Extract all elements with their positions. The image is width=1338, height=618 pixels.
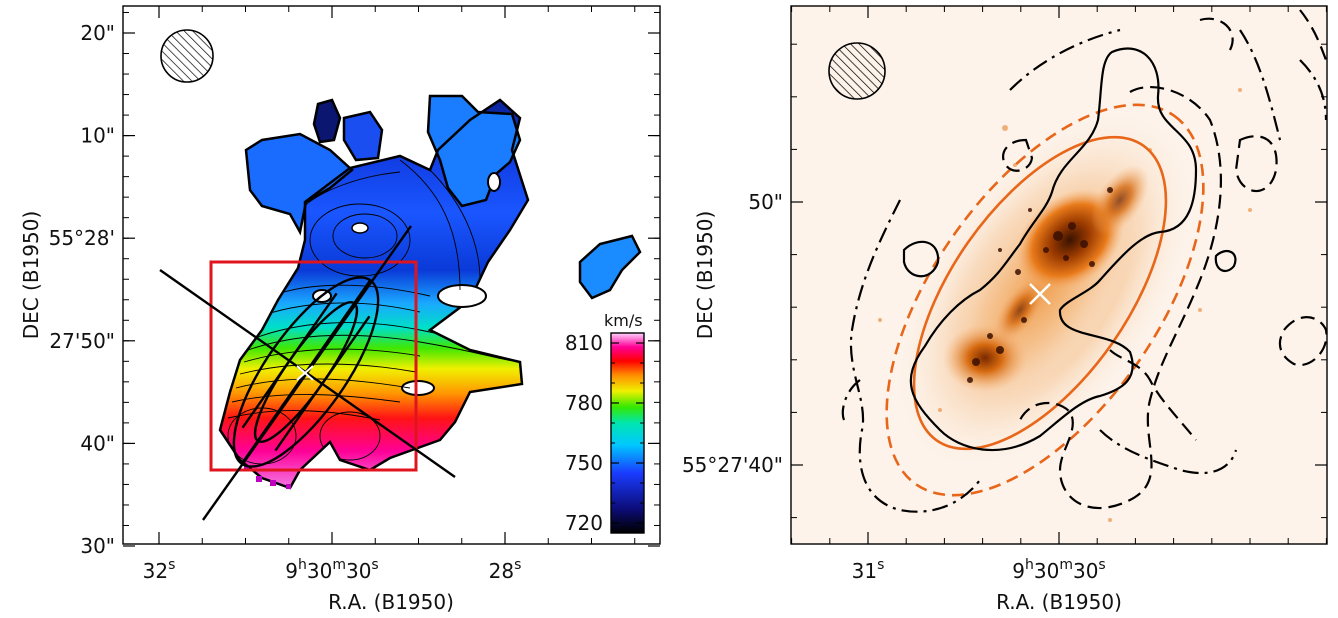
velocity-field [218,94,530,490]
dashed-contour [1019,85,1223,510]
colorbar: 810 780 750 720 km/s [565,311,645,535]
colorbar-unit: km/s [604,311,643,330]
model-ellipses [885,103,1205,497]
east-cloud [578,234,642,300]
colorbar-tick-label: 750 [565,451,603,475]
solid-ellipse [912,135,1168,451]
solid-contour [909,47,1198,452]
x-tick-label: 32s [143,557,176,583]
north-cloud [244,132,354,236]
colorbar-tick-label: 720 [565,511,603,535]
right-axes: 31s 9h30m30s 50" 55°27'40" [682,6,1327,583]
major-axis-line [202,225,412,521]
y-tick-label: 27'50" [49,329,115,353]
y-tick-label: 20" [80,21,115,45]
right-panel: 31s 9h30m30s 50" 55°27'40" R.A. (B1950) DEC… [682,5,1328,614]
dashed-ellipse [885,103,1205,497]
zoom-box [209,260,418,472]
y-tick-label: 55°27'40" [682,453,783,477]
center-marker [1029,283,1051,305]
kinematic-center-marker [296,365,314,381]
left-xlabel: R.A. (B1950) [328,590,454,614]
colorbar-tick-label: 780 [565,391,603,415]
beam-icon [828,42,886,100]
left-panel: 810 780 750 720 km/s 32s 9h30m30s 28s 20" 10" 55… [19,5,661,614]
y-tick-label: 50" [748,190,783,214]
y-tick-label: 10" [80,124,115,148]
x-tick-label: 31s [852,557,885,583]
beam-icon [160,29,214,83]
y-tick-label: 30" [80,534,115,558]
left-ylabel: DEC (B1950) [19,211,43,340]
x-tick-label: 9h30m30s [285,557,378,583]
colorbar-tick-label: 810 [565,331,603,355]
y-tick-label: 40" [80,431,115,455]
top-blob [342,110,384,162]
top-blob [312,98,342,144]
disk-outline [218,98,530,490]
left-frame [122,5,661,545]
right-ylabel: DEC (B1950) [693,211,717,340]
right-xlabel: R.A. (B1950) [996,590,1122,614]
left-axes: 32s 9h30m30s 28s 20" 10" 55°28' 27'50" 40" 30" [49,6,660,583]
y-tick-label: 55°28' [49,226,115,250]
dash-dot-contour [849,199,981,513]
x-tick-label: 9h30m30s [1012,557,1105,583]
hi-contours [841,9,1327,513]
x-tick-label: 28s [489,557,522,583]
